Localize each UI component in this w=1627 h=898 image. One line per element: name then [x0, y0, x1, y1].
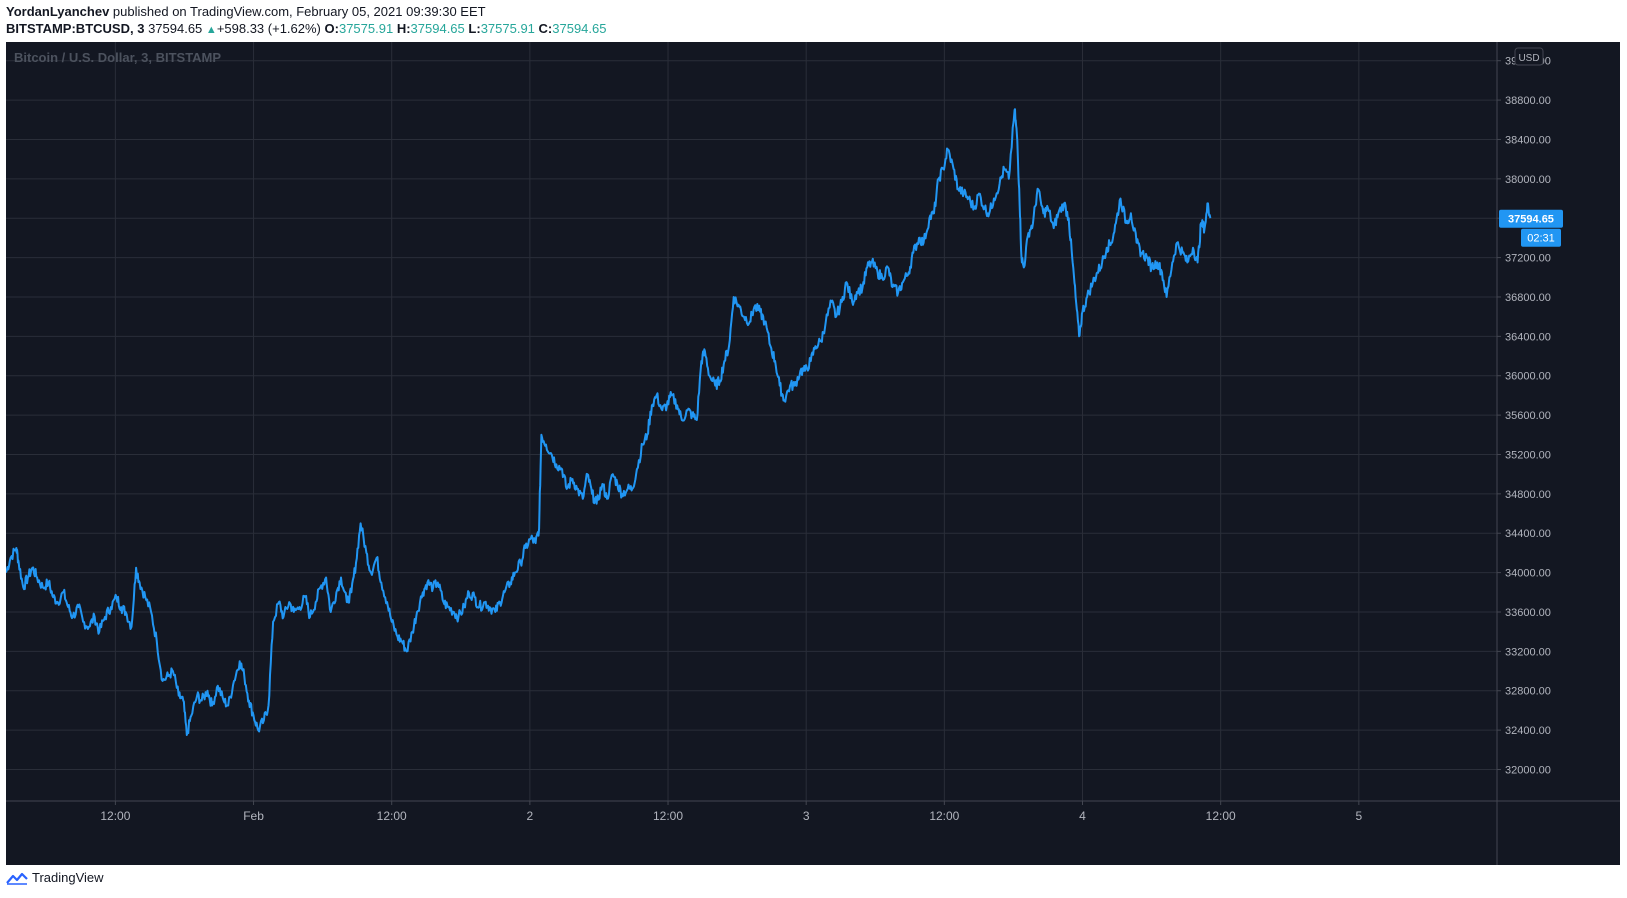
time-tick-label: 12:00: [377, 809, 407, 823]
time-tick-label: 12:00: [100, 809, 130, 823]
published-text: published on TradingView.com, February 0…: [109, 4, 486, 19]
price-tick-label: 32800.00: [1505, 686, 1551, 698]
chart-container[interactable]: Bitcoin / U.S. Dollar, 3, BITSTAMP 32000…: [5, 42, 1620, 865]
price-tick-label: 32400.00: [1505, 725, 1551, 737]
last-price: 37594.65: [148, 21, 203, 36]
open-label: O:: [324, 21, 339, 36]
tradingview-logo-icon: [6, 872, 28, 885]
currency-label: USD: [1518, 53, 1539, 64]
high-label: H:: [396, 21, 411, 36]
footer-branding[interactable]: TradingView: [6, 870, 104, 885]
price-tick-label: 35600.00: [1505, 410, 1551, 422]
price-tick-label: 34400.00: [1505, 528, 1551, 540]
price-tick-label: 33200.00: [1505, 646, 1551, 658]
symbol-name: BITSTAMP:BTCUSD, 3: [6, 21, 145, 36]
last-price-tag: 37594.65 02:31: [1499, 209, 1563, 247]
price-tick-label: 38000.00: [1505, 174, 1551, 186]
price-tick-label: 34000.00: [1505, 568, 1551, 580]
low-label: L:: [468, 21, 481, 36]
publish-info: YordanLyanchev published on TradingView.…: [6, 4, 486, 19]
open-value: 37575.91: [338, 21, 394, 36]
grid-lines: [6, 42, 1497, 801]
time-tick-label: 12:00: [653, 809, 683, 823]
price-chart[interactable]: Bitcoin / U.S. Dollar, 3, BITSTAMP 32000…: [5, 42, 1620, 865]
arrow-up-icon: ▲: [205, 24, 217, 36]
last-price-label: 37594.65: [1508, 214, 1554, 226]
price-tick-label: 38800.00: [1505, 95, 1551, 107]
time-tick-label: 5: [1355, 809, 1362, 823]
low-value: 37575.91: [480, 21, 535, 36]
price-tick-label: 37200.00: [1505, 253, 1551, 265]
author-name[interactable]: YordanLyanchev: [6, 4, 110, 19]
countdown-label: 02:31: [1527, 233, 1555, 245]
time-tick-label: Feb: [243, 809, 264, 823]
price-tick-label: 32000.00: [1505, 764, 1551, 776]
price-tick-label: 34800.00: [1505, 489, 1551, 501]
price-tick-label: 36000.00: [1505, 371, 1551, 383]
chart-watermark: Bitcoin / U.S. Dollar, 3, BITSTAMP: [14, 50, 221, 65]
time-tick-label: 12:00: [929, 809, 959, 823]
price-tick-label: 36400.00: [1505, 331, 1551, 343]
tradingview-brand: TradingView: [32, 870, 104, 885]
time-tick-label: 2: [527, 809, 534, 823]
close-value: 37594.65: [552, 21, 607, 36]
chart-background: [6, 42, 1620, 865]
price-tick-label: 36800.00: [1505, 292, 1551, 304]
price-tick-label: 33600.00: [1505, 607, 1551, 619]
price-tick-label: 35200.00: [1505, 449, 1551, 461]
time-tick-label: 4: [1079, 809, 1086, 823]
time-axis[interactable]: 12:00 Feb 12:00 2 12:00 3 12:00 4 12:00 5: [100, 801, 1362, 823]
time-tick-label: 3: [803, 809, 810, 823]
countdown-box: [1521, 228, 1561, 247]
price-change: +598.33 (+1.62%): [216, 21, 321, 36]
price-tick-label: 38400.00: [1505, 134, 1551, 146]
time-tick-label: 12:00: [1206, 809, 1236, 823]
price-line-series: [5, 108, 1212, 736]
close-label: C:: [538, 21, 553, 36]
symbol-info-bar: BITSTAMP:BTCUSD, 3 37594.65 ▲+598.33 (+1…: [6, 21, 607, 36]
currency-button[interactable]: USD: [1514, 47, 1544, 66]
high-value: 37594.65: [410, 21, 465, 36]
